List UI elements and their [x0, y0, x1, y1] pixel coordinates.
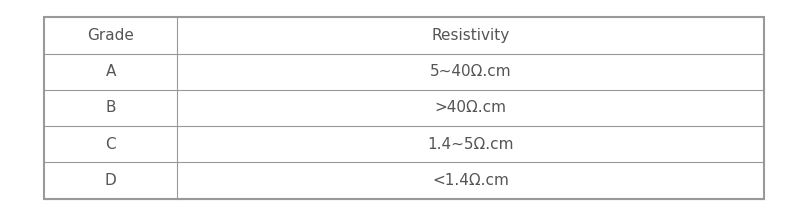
Text: Grade: Grade: [87, 28, 134, 43]
Text: C: C: [106, 137, 116, 152]
Text: <1.4Ω.cm: <1.4Ω.cm: [432, 173, 509, 188]
Text: A: A: [106, 64, 116, 79]
Text: >40Ω.cm: >40Ω.cm: [434, 100, 506, 116]
Text: B: B: [106, 100, 116, 116]
Text: D: D: [105, 173, 117, 188]
Bar: [44, 17, 764, 199]
Text: Resistivity: Resistivity: [431, 28, 510, 43]
Text: 5~40Ω.cm: 5~40Ω.cm: [430, 64, 511, 79]
Text: 1.4~5Ω.cm: 1.4~5Ω.cm: [427, 137, 514, 152]
